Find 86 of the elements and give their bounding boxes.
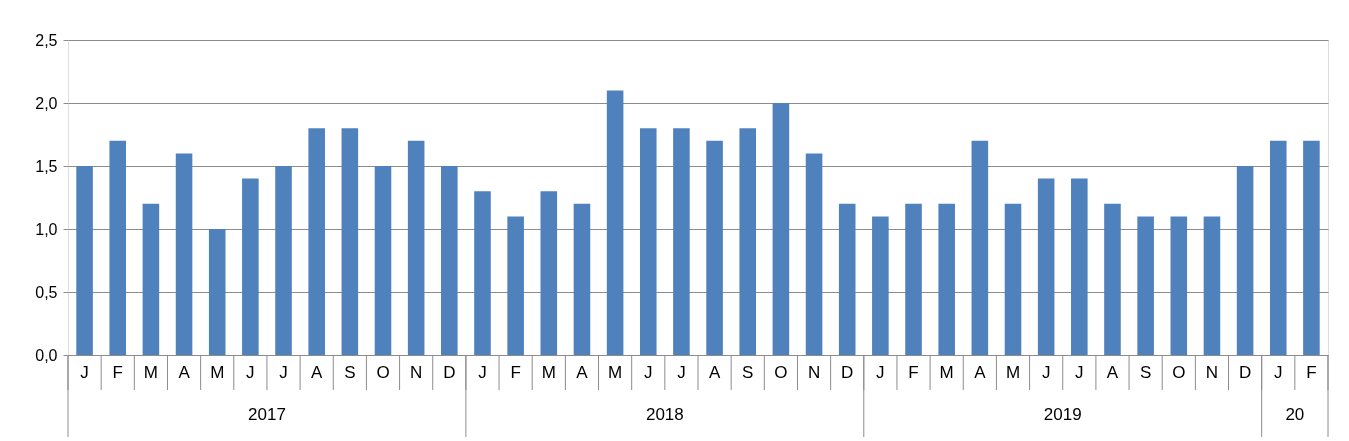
bar (1004, 203, 1022, 355)
x-tick-label: A (708, 363, 721, 382)
x-tick-label: A (311, 363, 324, 382)
bar (739, 128, 757, 355)
x-tick-label: S (742, 363, 754, 382)
bar (1203, 216, 1221, 355)
y-tick-label: 0,5 (35, 283, 58, 301)
bar (507, 216, 524, 355)
x-tick-label: N (807, 363, 821, 382)
bar (1170, 216, 1188, 355)
bar (938, 203, 955, 355)
bar (673, 128, 690, 355)
bar (1269, 140, 1287, 355)
bar (142, 203, 160, 355)
x-tick-label: A (1106, 363, 1119, 382)
bar (772, 103, 790, 355)
x-tick-label: N (410, 363, 423, 382)
x-tick-label: M (1005, 363, 1021, 382)
x-tick-label: F (1306, 363, 1317, 382)
x-tick-label: J (876, 363, 885, 382)
bar (573, 203, 591, 355)
bar (1104, 203, 1121, 355)
bar (407, 140, 425, 355)
x-tick-label: O (376, 363, 390, 382)
bar (109, 140, 127, 355)
text: 20 (1285, 405, 1305, 424)
bar (275, 166, 292, 355)
x-tick-label: F (510, 363, 521, 382)
x-tick-label: O (1172, 363, 1186, 382)
x-tick-label: J (1075, 363, 1084, 382)
bar (1037, 178, 1055, 355)
x-tick-label: M (541, 363, 556, 382)
bar (905, 203, 922, 355)
bar (441, 166, 458, 355)
x-tick-label: O (774, 363, 788, 382)
y-tick-label: 2,0 (35, 94, 58, 112)
x-tick-label: N (1205, 363, 1219, 382)
bar (474, 191, 491, 355)
x-tick-label: M (210, 363, 225, 382)
x-tick-label: D (443, 363, 456, 382)
x-tick-label: S (344, 363, 356, 382)
bar (374, 166, 392, 355)
y-tick-label: 1,0 (35, 220, 58, 238)
x-tick-label: A (974, 363, 987, 382)
x-tick-label: J (677, 363, 686, 382)
y-tick-label: 1,5 (35, 157, 58, 175)
bar (971, 140, 989, 355)
x-tick-label: D (1238, 363, 1252, 382)
x-tick-label: J (1041, 363, 1051, 382)
bar (1303, 140, 1320, 355)
x-tick-label: M (143, 363, 158, 382)
y-tick-label: 0,0 (35, 346, 58, 364)
x-tick-label: A (576, 363, 589, 382)
x-tick-label: J (478, 363, 487, 382)
bar (1236, 166, 1254, 355)
x-tick-label: J (246, 363, 255, 382)
bar (1137, 216, 1154, 355)
bar (341, 128, 359, 355)
y-tick-label: 2,5 (35, 31, 58, 49)
bar (872, 216, 889, 355)
text: 2017 (248, 405, 286, 424)
x-tick-label: J (279, 363, 288, 382)
bar (208, 229, 226, 355)
x-tick-label: F (112, 363, 123, 382)
x-tick-label: F (908, 363, 919, 382)
bar (838, 203, 856, 355)
bar (706, 140, 723, 355)
x-tick-label: D (841, 363, 854, 382)
text: 2018 (645, 405, 684, 424)
bar (242, 178, 259, 355)
bar (175, 153, 193, 355)
x-tick-label: M (608, 363, 623, 382)
bar (805, 153, 823, 355)
bar (1071, 178, 1088, 355)
bar (76, 166, 93, 355)
x-tick-label: M (939, 363, 954, 382)
x-tick-label: J (80, 363, 89, 382)
text: 2019 (1043, 405, 1082, 424)
bar (540, 191, 558, 355)
x-tick-label: S (1139, 363, 1152, 382)
bar (308, 128, 325, 355)
bar (606, 90, 624, 355)
bar (639, 128, 657, 355)
x-tick-label: J (1274, 363, 1283, 382)
x-tick-label: J (644, 363, 653, 382)
x-tick-label: A (178, 363, 191, 382)
